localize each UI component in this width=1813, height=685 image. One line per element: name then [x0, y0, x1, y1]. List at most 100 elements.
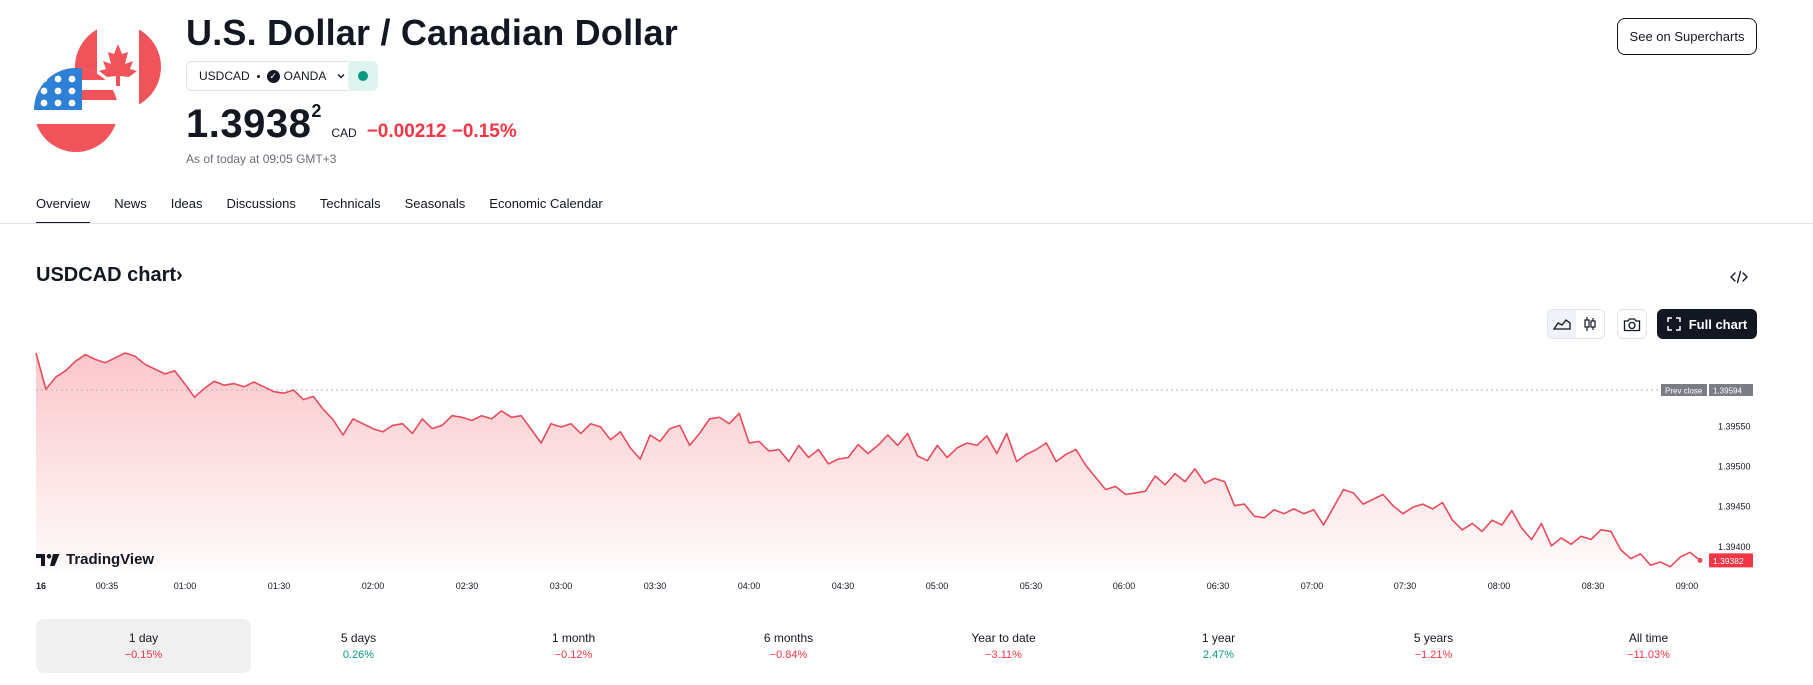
x-tick-label: 09:00 — [1676, 581, 1699, 591]
x-tick-label: 08:00 — [1488, 581, 1511, 591]
period-label: Year to date — [971, 631, 1036, 645]
camera-icon — [1623, 317, 1641, 331]
price-currency: CAD — [331, 126, 357, 140]
period-label: 5 days — [340, 631, 377, 645]
period-selector: 1 day −0.15% 5 days 0.26% 1 month −0.12% 6 mon… — [36, 619, 1756, 673]
x-tick-label: 05:00 — [926, 581, 949, 591]
price-block: 1.3938 2 CAD −0.00212 −0.15% — [186, 101, 517, 147]
area-chart-icon — [1553, 319, 1571, 330]
prev-close-badge: Prev close 1.39594 — [1661, 384, 1753, 396]
price-change: −0.00212 −0.15% — [366, 121, 517, 142]
price-area — [36, 353, 1700, 570]
separator-dot — [256, 74, 260, 78]
tab-news[interactable]: News — [114, 196, 147, 211]
full-chart-button[interactable]: Full chart — [1657, 309, 1757, 339]
see-on-supercharts-button[interactable]: See on Supercharts — [1617, 18, 1757, 55]
period-change: −3.11% — [985, 649, 1022, 661]
x-tick-label: 03:00 — [550, 581, 573, 591]
y-tick-label: 1.39450 — [1718, 502, 1751, 512]
period-label: 5 years — [1413, 631, 1454, 645]
period-year-to-date[interactable]: Year to date −3.11% — [896, 619, 1111, 673]
tab-economic-calendar[interactable]: Economic Calendar — [489, 196, 603, 211]
x-tick-label: 04:30 — [832, 581, 855, 591]
chart-section-title[interactable]: USDCAD chart› — [36, 264, 183, 286]
last-price-dot — [1697, 557, 1703, 563]
x-tick-label: 07:30 — [1394, 581, 1417, 591]
snapshot-button[interactable] — [1617, 309, 1647, 339]
x-tick-label: 06:00 — [1113, 581, 1136, 591]
period-label: 1 day — [128, 631, 159, 645]
chart-style-toggle — [1547, 309, 1605, 339]
market-status-badge[interactable] — [348, 61, 378, 91]
currency-pair-flags — [34, 24, 164, 154]
x-tick-label: 00:35 — [96, 581, 119, 591]
period-change: −0.12% — [554, 649, 593, 661]
y-tick-label: 1.39400 — [1718, 542, 1751, 552]
symbol-tabs: Overview News Ideas Discussions Technicals Se… — [36, 196, 603, 224]
x-tick-label: 06:30 — [1207, 581, 1230, 591]
x-tick-label: 16 — [36, 581, 46, 591]
code-icon — [1730, 270, 1748, 284]
tradingview-wordmark: TradingView — [66, 551, 155, 568]
period-change: −1.21% — [1414, 649, 1453, 661]
broker-label: OANDA — [283, 69, 327, 83]
period-label: 6 months — [763, 631, 814, 645]
broker-logo-icon: ✓ — [266, 69, 280, 83]
market-open-indicator-icon — [358, 71, 368, 81]
x-tick-label: 08:30 — [1582, 581, 1605, 591]
price-timestamp: As of today at 09:05 GMT+3 — [186, 152, 337, 166]
embed-code-button[interactable] — [1726, 266, 1752, 288]
price-line — [35, 352, 1701, 568]
period-label: 1 year — [1201, 631, 1236, 645]
symbol-selector[interactable]: USDCAD ✓ OANDA — [186, 61, 360, 91]
y-tick-label: 1.39500 — [1718, 462, 1751, 472]
symbol-label: USDCAD — [199, 69, 250, 83]
period-change: 2.47% — [1202, 649, 1235, 661]
x-tick-label: 01:00 — [174, 581, 197, 591]
period-change: 0.26% — [342, 649, 375, 661]
candles-icon — [1584, 317, 1596, 331]
period-all-time[interactable]: All time −11.03% — [1541, 619, 1756, 673]
period-1-month[interactable]: 1 month −0.12% — [466, 619, 681, 673]
x-tick-label: 01:30 — [268, 581, 291, 591]
tab-discussions[interactable]: Discussions — [226, 196, 296, 211]
period-change: −11.03% — [1627, 649, 1670, 661]
tradingview-logo: TradingView — [36, 551, 154, 568]
period-5-days[interactable]: 5 days 0.26% — [251, 619, 466, 673]
period-6-months[interactable]: 6 months −0.84% — [681, 619, 896, 673]
tab-overview[interactable]: Overview — [36, 196, 91, 224]
tab-seasonals[interactable]: Seasonals — [404, 196, 466, 211]
period-label: All time — [1628, 631, 1669, 645]
period-5-years[interactable]: 5 years −1.21% — [1326, 619, 1541, 673]
tradingview-brand-icon — [36, 553, 60, 566]
x-tick-label: 02:30 — [456, 581, 479, 591]
period-1-day[interactable]: 1 day −0.15% — [36, 619, 251, 673]
usa-flag-icon — [34, 68, 118, 152]
period-change: −0.15% — [124, 649, 163, 661]
area-chart-button[interactable] — [1548, 310, 1576, 338]
period-1-year[interactable]: 1 year 2.47% — [1111, 619, 1326, 673]
x-tick-label: 04:00 — [738, 581, 761, 591]
page-title: U.S. Dollar / Canadian Dollar — [186, 12, 678, 53]
last-price-badge: 1.39382 — [1709, 553, 1753, 568]
full-chart-label: Full chart — [1688, 316, 1748, 332]
expand-icon — [1666, 317, 1681, 331]
prev-close-label: Prev close — [1665, 387, 1703, 396]
x-tick-label: 05:30 — [1020, 581, 1043, 591]
last-price: 1.3938 — [186, 102, 312, 146]
x-tick-label: 07:00 — [1301, 581, 1324, 591]
price-chart[interactable]: 1.39550 1.39500 1.39450 1.39400 Prev close 1.… — [0, 345, 1813, 595]
prev-close-label-bg — [1661, 384, 1707, 396]
last-price-badge-label: 1.39382 — [1713, 556, 1744, 566]
candlestick-chart-button[interactable] — [1576, 310, 1604, 338]
last-price-badge-bg — [1709, 553, 1753, 568]
chevron-down-icon — [337, 74, 345, 79]
tabs-divider — [0, 223, 1813, 224]
period-change: −0.84% — [769, 649, 808, 661]
prev-close-value: 1.39594 — [1713, 387, 1742, 396]
x-tick-label: 03:30 — [644, 581, 667, 591]
x-tick-label: 02:00 — [362, 581, 385, 591]
tab-technicals[interactable]: Technicals — [319, 196, 381, 211]
prev-close-value-bg — [1709, 384, 1753, 396]
tab-ideas[interactable]: Ideas — [170, 196, 203, 211]
